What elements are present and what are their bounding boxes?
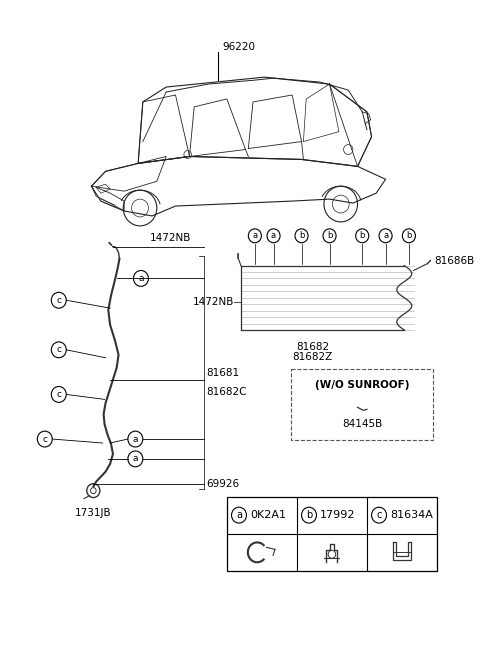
Text: c: c [56, 345, 61, 354]
Text: 0K2A1: 0K2A1 [250, 510, 286, 520]
Text: a: a [383, 232, 388, 240]
Text: (W/O SUNROOF): (W/O SUNROOF) [315, 380, 409, 390]
Text: c: c [376, 510, 382, 520]
Text: 81682Z: 81682Z [293, 352, 333, 362]
Text: 84145B: 84145B [342, 419, 383, 429]
Text: 81682: 81682 [296, 342, 329, 352]
Text: a: a [132, 455, 138, 463]
Text: 17992: 17992 [320, 510, 356, 520]
Text: a: a [236, 510, 242, 520]
Text: a: a [132, 434, 138, 443]
Bar [227, 497, 437, 571]
Text: a: a [138, 274, 144, 283]
Text: a: a [252, 232, 257, 240]
Text: 81634A: 81634A [390, 510, 433, 520]
Text: 1472NB: 1472NB [193, 297, 234, 307]
Text: b: b [299, 232, 304, 240]
Text: c: c [56, 390, 61, 399]
Text: c: c [42, 434, 48, 443]
Text: a: a [271, 232, 276, 240]
Text: b: b [360, 232, 365, 240]
Text: 81682C: 81682C [206, 388, 247, 398]
Text: b: b [406, 232, 411, 240]
Text: 96220: 96220 [222, 43, 255, 52]
Text: 1472NB: 1472NB [149, 233, 191, 243]
Text: c: c [56, 296, 61, 305]
Text: 81681: 81681 [206, 367, 240, 378]
Text: b: b [327, 232, 332, 240]
Text: b: b [306, 510, 312, 520]
Text: 81686B: 81686B [434, 256, 474, 266]
Text: 1731JB: 1731JB [75, 508, 112, 518]
Text: 69926: 69926 [206, 479, 240, 489]
